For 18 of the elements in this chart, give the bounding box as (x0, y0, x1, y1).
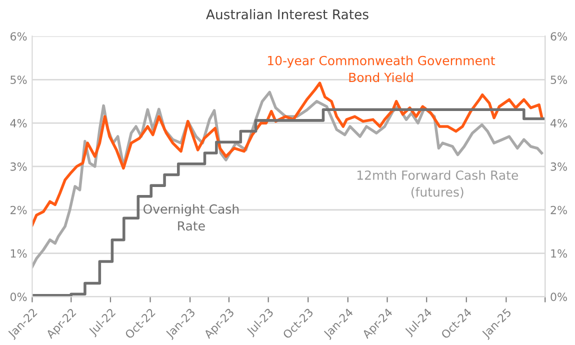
y-tick-label: 2% (10, 206, 27, 214)
y-tick-label: 5% (10, 76, 27, 84)
series-label: 10-year Commonweath Government Bond Yield (268, 56, 496, 82)
y-tick-label: 3% (10, 162, 27, 171)
y2-tick-label: 6% (550, 32, 567, 41)
y2-tick-label: 0% (550, 292, 567, 302)
y-tick-label: 4% (10, 119, 27, 128)
y2-tick-label: 2% (550, 206, 567, 214)
y2-tick-label: 5% (550, 76, 567, 84)
series-label: Overnight Cash Rate (144, 204, 239, 231)
y-tick-label: 6% (10, 32, 27, 41)
y-tick-label: 0% (10, 292, 27, 302)
y2-tick-label: 3% (550, 162, 567, 171)
series-label: 12mth Forward Cash Rate (futures) (357, 170, 518, 198)
chart-title: Australian Interest Rates (206, 9, 368, 20)
y2-tick-label: 4% (550, 119, 567, 128)
y-tick-label: 1% (10, 249, 27, 258)
y2-tick-label: 1% (551, 249, 567, 258)
